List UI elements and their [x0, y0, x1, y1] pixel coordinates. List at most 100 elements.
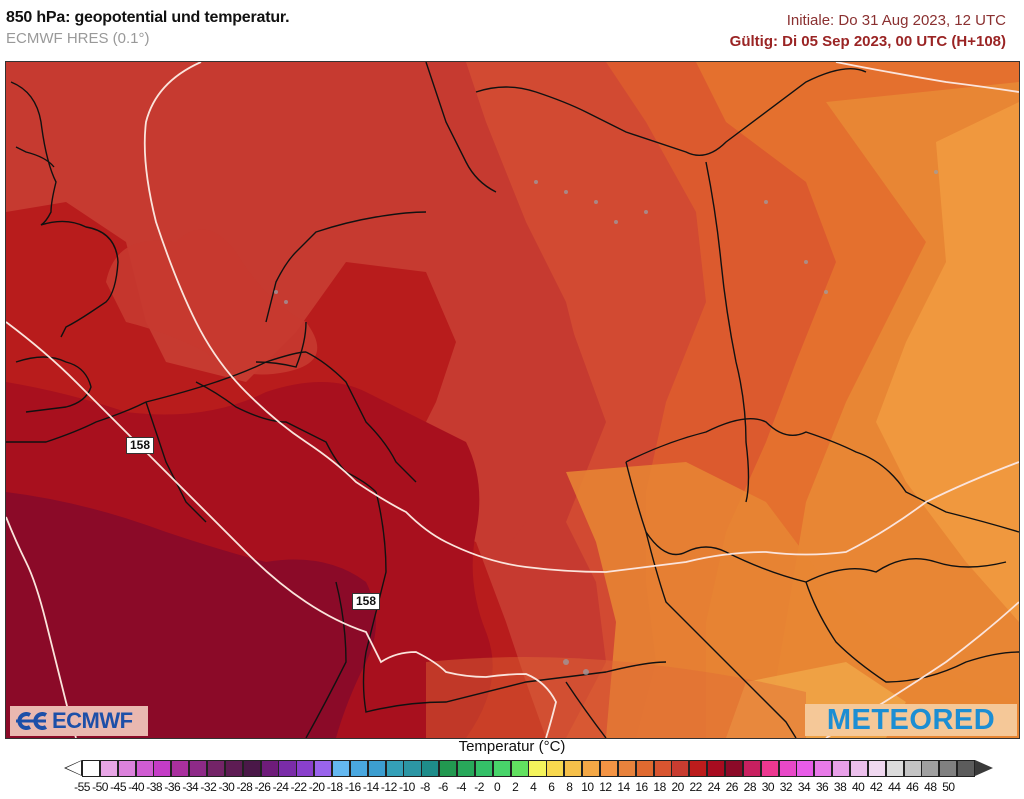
legend-tick-label: 22	[689, 780, 703, 794]
legend-swatch	[778, 760, 797, 777]
legend-tick-label: 16	[635, 780, 648, 794]
legend-tick-label: -16	[344, 780, 361, 794]
legend-swatch	[189, 760, 208, 777]
meteored-logo-text: METEORED	[826, 703, 996, 736]
legend-tick-label: 32	[779, 780, 793, 794]
legend-swatch	[921, 760, 940, 777]
legend-swatch	[82, 760, 101, 777]
legend-tick-label: 6	[548, 780, 555, 794]
ecmwf-logo-text: ECMWF	[52, 708, 133, 733]
legend-title: Temperatur (°C)	[458, 738, 566, 755]
legend-tick-label: 38	[833, 780, 847, 794]
legend-tick-label: -22	[290, 780, 307, 794]
legend-tick-label: -45	[110, 780, 127, 794]
legend-max-arrow-icon	[974, 760, 993, 776]
legend-tick-label: 12	[599, 780, 612, 794]
legend-swatch	[153, 760, 172, 777]
legend-tick-label: -26	[254, 780, 271, 794]
legend-tick-label: -50	[92, 780, 108, 794]
legend-swatch	[242, 760, 261, 777]
legend-swatch	[296, 760, 315, 777]
legend-tick-label: -8	[420, 780, 430, 794]
legend-swatch	[207, 760, 226, 777]
legend-swatch	[582, 760, 601, 777]
legend-tick-label: 26	[725, 780, 739, 794]
legend-swatch	[117, 760, 136, 777]
legend-swatch	[707, 760, 726, 777]
legend-tick-label: 24	[707, 780, 721, 794]
legend-tick-label: -38	[146, 780, 163, 794]
legend-tick-label: 36	[815, 780, 829, 794]
color-legend-bar	[64, 760, 993, 777]
legend-swatch	[474, 760, 493, 777]
legend-tick-label: 18	[653, 780, 666, 794]
legend-swatch	[635, 760, 654, 777]
legend-tick-label: -18	[326, 780, 343, 794]
legend-swatch	[367, 760, 386, 777]
legend-swatch	[385, 760, 404, 777]
legend-tick-label: 14	[617, 780, 630, 794]
map-title: 850 hPa: geopotential und temperatur.	[6, 9, 290, 26]
legend-tick-label: 0	[494, 780, 501, 794]
legend-tick-labels: -55 -50 -45 -40 -38 -36 -34 -32 -30 -28 -26 -24 -22-…	[72, 780, 972, 796]
weather-map[interactable]: 158 158 ECMWF METEORED	[5, 61, 1020, 739]
legend-tick-label: -36	[164, 780, 181, 794]
legend-swatch	[528, 760, 547, 777]
legend-tick-label: 8	[566, 780, 573, 794]
legend-swatch	[671, 760, 690, 777]
legend-tick-label: 44	[888, 780, 901, 794]
contour-label-158: 158	[126, 437, 155, 454]
legend-tick-label: -55	[74, 780, 90, 794]
legend-tick-label: 4	[530, 780, 537, 794]
legend-swatch	[135, 760, 154, 777]
legend-swatch	[653, 760, 672, 777]
legend-tick-label: -6	[438, 780, 448, 794]
legend-swatch	[724, 760, 743, 777]
legend-swatch	[546, 760, 565, 777]
legend-swatch	[867, 760, 886, 777]
legend-tick-label: -10	[398, 780, 415, 794]
temperature-field	[6, 62, 1019, 738]
legend-tick-label: -2	[474, 780, 484, 794]
valid-time: Gültig: Di 05 Sep 2023, 00 UTC (H+108)	[729, 33, 1006, 50]
legend-swatch	[903, 760, 922, 777]
legend-tick-label: -20	[308, 780, 325, 794]
legend-swatch	[742, 760, 761, 777]
legend-swatch	[814, 760, 833, 777]
legend-tick-label: -32	[200, 780, 217, 794]
legend-tick-label: 46	[906, 780, 919, 794]
legend-tick-label: 50	[942, 780, 955, 794]
legend-swatch	[796, 760, 815, 777]
legend-tick-label: -4	[456, 780, 466, 794]
legend-tick-label: -34	[182, 780, 199, 794]
legend-tick-label: 30	[761, 780, 775, 794]
legend-tick-label: 28	[743, 780, 757, 794]
ecmwf-emblem-icon	[16, 712, 48, 730]
legend-tick-label: 48	[924, 780, 937, 794]
legend-tick-label: -28	[236, 780, 253, 794]
legend-tick-label: 42	[870, 780, 883, 794]
meteored-logo: METEORED	[805, 704, 1017, 736]
legend-swatch	[314, 760, 333, 777]
legend-tick-label: 20	[671, 780, 684, 794]
legend-swatch	[849, 760, 868, 777]
legend-tick-label: 10	[581, 780, 594, 794]
init-time: Initiale: Do 31 Aug 2023, 12 UTC	[786, 12, 1006, 29]
legend-swatch	[332, 760, 351, 777]
legend-swatch	[832, 760, 851, 777]
legend-swatch	[564, 760, 583, 777]
legend-tick-label: -24	[272, 780, 289, 794]
legend-tick-label: -40	[128, 780, 145, 794]
legend-tick-label: -12	[380, 780, 397, 794]
legend-swatch	[421, 760, 440, 777]
ecmwf-logo: ECMWF	[10, 706, 148, 736]
legend-swatch	[617, 760, 636, 777]
legend-swatch	[171, 760, 190, 777]
legend-tick-label: -14	[362, 780, 379, 794]
header-left: 850 hPa: geopotential und temperatur. EC…	[6, 8, 290, 49]
legend-swatch	[885, 760, 904, 777]
legend-swatch	[689, 760, 708, 777]
model-subtitle: ECMWF HRES (0.1°)	[6, 30, 150, 47]
legend-swatch	[599, 760, 618, 777]
legend-tick-label: -30	[218, 780, 235, 794]
